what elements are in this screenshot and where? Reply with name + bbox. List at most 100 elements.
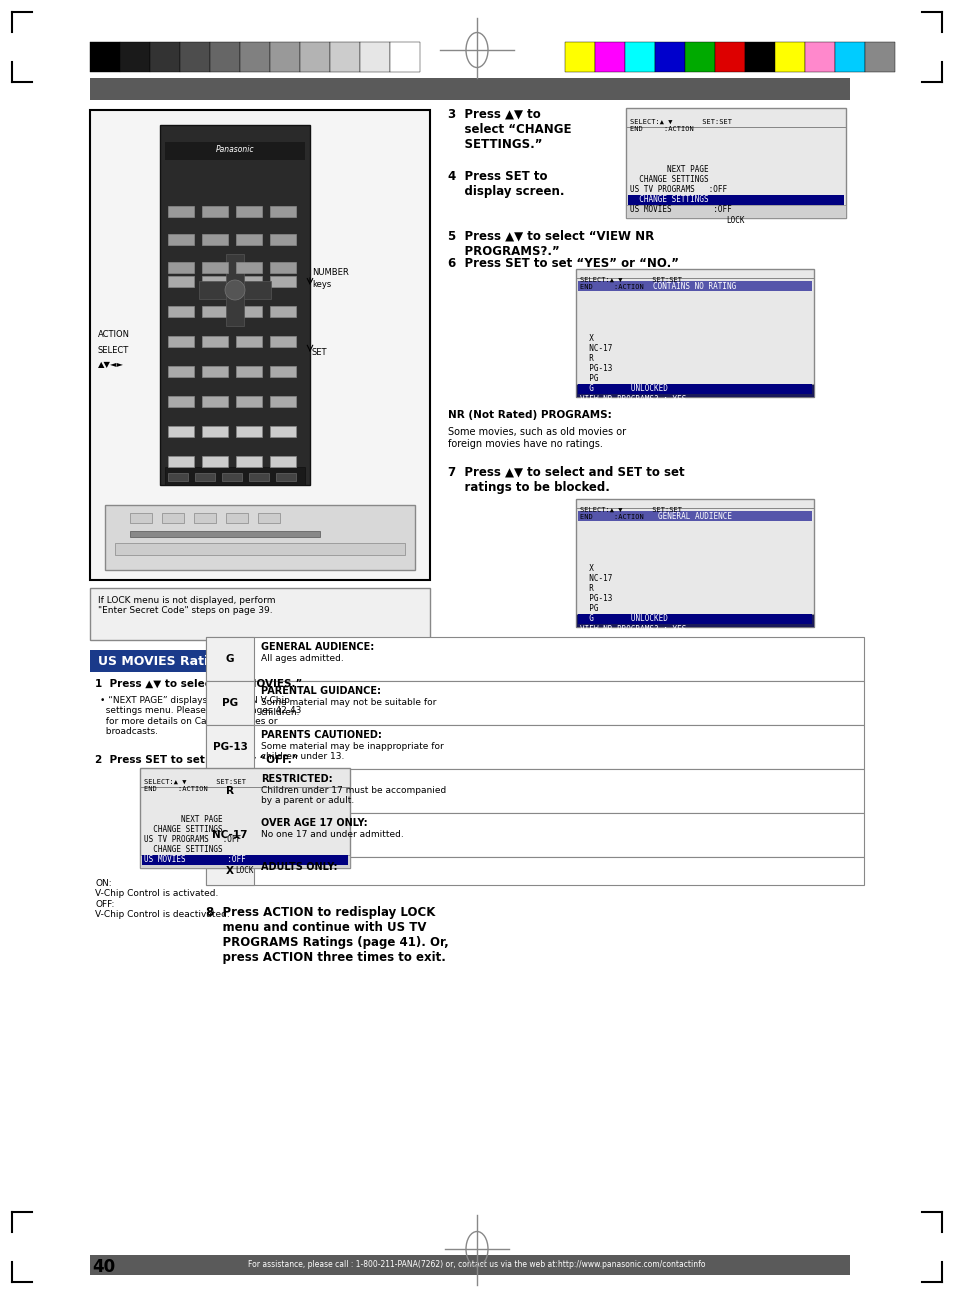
Text: ▲▼◄►: ▲▼◄► bbox=[98, 360, 124, 369]
Text: LOCK: LOCK bbox=[726, 216, 744, 225]
Bar bbox=[168, 206, 193, 217]
Text: G        UNLOCKED: G UNLOCKED bbox=[579, 384, 667, 393]
Text: For assistance, please call : 1-800-211-PANA(7262) or, contact us via the web at: For assistance, please call : 1-800-211-… bbox=[248, 1260, 705, 1269]
Text: PG-13: PG-13 bbox=[579, 594, 612, 603]
Bar bbox=[165, 467, 305, 485]
Bar bbox=[576, 269, 813, 397]
Text: If LOCK menu is not displayed, perform
"Enter Secret Code" steps on page 39.: If LOCK menu is not displayed, perform "… bbox=[98, 597, 275, 616]
Bar bbox=[595, 41, 624, 72]
Text: SELECT:▲ ▼       SET:SET
END     :ACTION: SELECT:▲ ▼ SET:SET END :ACTION bbox=[579, 507, 681, 520]
Text: NC-17: NC-17 bbox=[579, 575, 612, 584]
Text: US TV PROGRAMS   :OFF: US TV PROGRAMS :OFF bbox=[629, 185, 726, 194]
Bar bbox=[270, 206, 295, 217]
Bar bbox=[130, 531, 319, 537]
Bar bbox=[150, 41, 180, 72]
Bar bbox=[140, 855, 350, 868]
Bar bbox=[168, 366, 193, 377]
Bar bbox=[162, 512, 184, 523]
Text: Some movies, such as old movies or
foreign movies have no ratings.: Some movies, such as old movies or forei… bbox=[448, 427, 625, 449]
Text: Panasonic: Panasonic bbox=[215, 145, 254, 154]
Text: PG-13: PG-13 bbox=[213, 741, 247, 752]
Bar bbox=[180, 41, 210, 72]
Text: Children under 17 must be accompanied
by a parent or adult.: Children under 17 must be accompanied by… bbox=[261, 785, 446, 805]
Text: NEXT PAGE: NEXT PAGE bbox=[144, 815, 222, 824]
Bar bbox=[270, 455, 295, 467]
Bar bbox=[202, 336, 228, 347]
Text: No one 17 and under admitted.: No one 17 and under admitted. bbox=[261, 829, 403, 839]
Bar bbox=[206, 681, 863, 725]
Bar bbox=[257, 512, 280, 523]
Text: LOCK: LOCK bbox=[235, 866, 254, 875]
Bar bbox=[270, 234, 295, 245]
Bar bbox=[270, 366, 295, 377]
Bar bbox=[130, 512, 152, 523]
Bar bbox=[115, 543, 405, 555]
Text: VIEW NR PROGRAMS? : YES: VIEW NR PROGRAMS? : YES bbox=[579, 395, 685, 404]
Bar bbox=[390, 41, 419, 72]
Bar bbox=[249, 474, 269, 481]
Text: GENERAL AUDIENCE: GENERAL AUDIENCE bbox=[658, 512, 731, 521]
Text: CHANGE SETTINGS: CHANGE SETTINGS bbox=[629, 195, 708, 204]
Text: X: X bbox=[579, 334, 594, 343]
Bar bbox=[834, 41, 864, 72]
Text: PARENTAL GUIDANCE:: PARENTAL GUIDANCE: bbox=[261, 686, 380, 696]
Text: X: X bbox=[579, 564, 594, 573]
Bar bbox=[90, 110, 430, 580]
Text: NC-17: NC-17 bbox=[212, 829, 248, 840]
Bar bbox=[210, 41, 240, 72]
Text: OVER AGE 17 ONLY:: OVER AGE 17 ONLY: bbox=[261, 818, 367, 828]
Bar bbox=[359, 41, 390, 72]
Bar bbox=[235, 426, 262, 437]
Bar bbox=[714, 41, 744, 72]
Bar bbox=[168, 234, 193, 245]
Text: NC-17: NC-17 bbox=[579, 344, 612, 353]
Bar bbox=[206, 813, 253, 857]
Text: Some material may be inappropriate for
children under 13.: Some material may be inappropriate for c… bbox=[261, 741, 443, 761]
Bar bbox=[168, 276, 193, 287]
Bar bbox=[235, 455, 262, 467]
Text: keys: keys bbox=[312, 280, 331, 289]
Bar bbox=[90, 78, 849, 100]
Text: PG: PG bbox=[579, 374, 598, 383]
Text: ADULTS ONLY:: ADULTS ONLY: bbox=[261, 862, 337, 872]
Bar bbox=[202, 366, 228, 377]
Bar bbox=[625, 107, 845, 217]
Text: 6  Press SET to set “YES” or “NO.”: 6 Press SET to set “YES” or “NO.” bbox=[448, 258, 679, 270]
Text: Some material may not be suitable for
children.: Some material may not be suitable for ch… bbox=[261, 697, 436, 717]
Text: 7  Press ▲▼ to select and SET to set
    ratings to be blocked.: 7 Press ▲▼ to select and SET to set rati… bbox=[448, 466, 684, 494]
Text: SET: SET bbox=[312, 348, 327, 357]
Bar bbox=[226, 512, 248, 523]
Bar bbox=[202, 234, 228, 245]
Bar bbox=[202, 426, 228, 437]
Bar bbox=[564, 41, 595, 72]
Bar bbox=[206, 637, 253, 681]
Bar bbox=[206, 857, 253, 885]
Text: 3  Press ▲▼ to
    select “CHANGE
    SETTINGS.”: 3 Press ▲▼ to select “CHANGE SETTINGS.” bbox=[448, 107, 571, 151]
Bar bbox=[235, 234, 262, 245]
Bar bbox=[206, 857, 863, 885]
Bar bbox=[299, 41, 330, 72]
Bar bbox=[578, 511, 811, 521]
Text: NR (Not Rated) PROGRAMS:: NR (Not Rated) PROGRAMS: bbox=[448, 410, 611, 421]
Text: PG: PG bbox=[222, 697, 238, 708]
Text: 4  Press SET to
    display screen.: 4 Press SET to display screen. bbox=[448, 170, 564, 198]
Text: X: X bbox=[226, 866, 233, 876]
Bar bbox=[270, 305, 295, 317]
Text: 1  Press ▲▼ to select “US MOVIES.”: 1 Press ▲▼ to select “US MOVIES.” bbox=[95, 679, 302, 688]
Text: GENERAL AUDIENCE:: GENERAL AUDIENCE: bbox=[261, 642, 374, 652]
Bar bbox=[578, 281, 811, 291]
Text: G        UNLOCKED: G UNLOCKED bbox=[579, 613, 667, 622]
Bar bbox=[168, 474, 188, 481]
Bar bbox=[194, 474, 214, 481]
Text: CHANGE SETTINGS: CHANGE SETTINGS bbox=[629, 175, 708, 184]
Bar bbox=[206, 725, 253, 769]
Bar bbox=[202, 206, 228, 217]
Text: SELECT: SELECT bbox=[98, 345, 129, 355]
Bar bbox=[206, 637, 863, 681]
Text: NUMBER: NUMBER bbox=[312, 268, 349, 277]
Bar bbox=[270, 426, 295, 437]
Text: 8  Press ACTION to redisplay LOCK
    menu and continue with US TV
    PROGRAMS : 8 Press ACTION to redisplay LOCK menu an… bbox=[206, 906, 448, 964]
Bar bbox=[270, 261, 295, 273]
Text: ACTION: ACTION bbox=[98, 330, 130, 339]
Bar bbox=[202, 396, 228, 408]
